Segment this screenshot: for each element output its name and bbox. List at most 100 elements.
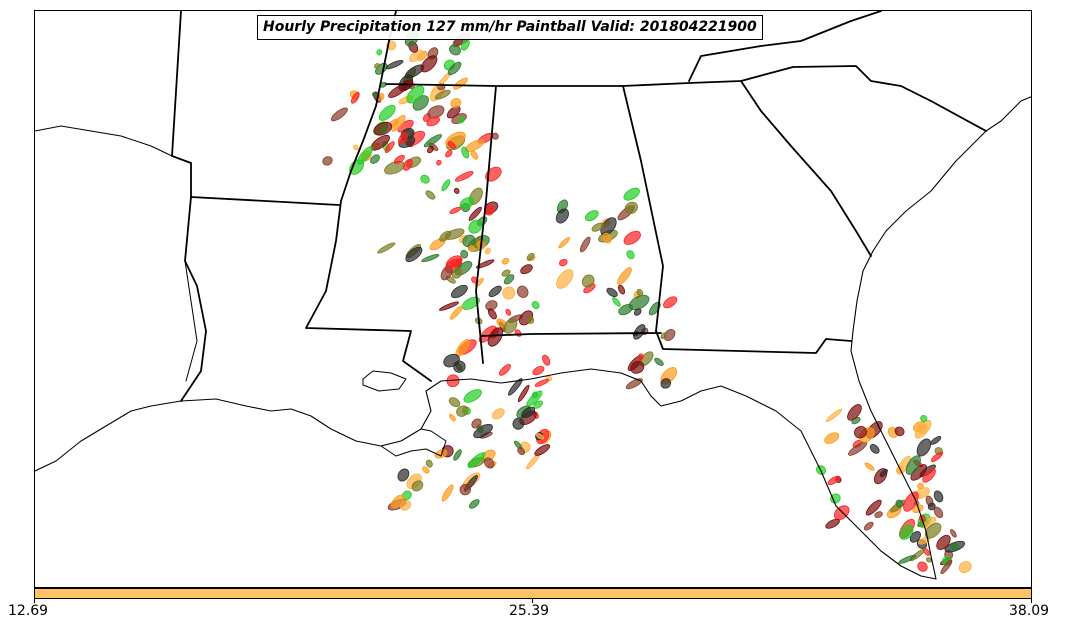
precip-blob-296 bbox=[825, 518, 840, 529]
precip-blob-87 bbox=[425, 190, 436, 200]
precip-blob-171 bbox=[448, 397, 461, 408]
precip-blob-232 bbox=[628, 294, 650, 311]
precip-blob-52 bbox=[449, 44, 461, 56]
precip-blob-267 bbox=[927, 502, 936, 511]
precip-blob-242 bbox=[633, 324, 646, 340]
precip-blob-62 bbox=[461, 146, 470, 159]
precip-blob-319 bbox=[322, 156, 333, 166]
precip-blob-198 bbox=[459, 483, 472, 496]
precip-blob-326 bbox=[378, 104, 396, 121]
precip-blob-120 bbox=[488, 285, 502, 298]
precip-blob-269 bbox=[894, 426, 905, 437]
precip-blob-253 bbox=[847, 404, 862, 421]
precip-blob-235 bbox=[654, 357, 664, 367]
precip-blob-289 bbox=[905, 455, 921, 475]
state-boundary-nc-va bbox=[688, 11, 882, 82]
precip-blob-209 bbox=[623, 230, 641, 245]
precip-blob-158 bbox=[498, 364, 511, 376]
precip-blob-121 bbox=[516, 285, 529, 298]
precip-blob-18 bbox=[434, 89, 451, 100]
precip-blob-297 bbox=[920, 415, 928, 423]
precip-blob-17 bbox=[374, 63, 380, 69]
precip-blob-132 bbox=[503, 274, 515, 285]
state-boundary-nc-south bbox=[622, 65, 987, 132]
precip-blob-249 bbox=[874, 511, 883, 518]
precip-blob-224 bbox=[591, 222, 604, 232]
precip-blob-125 bbox=[439, 301, 459, 311]
precip-blob-179 bbox=[517, 447, 526, 456]
precip-blob-277 bbox=[933, 490, 944, 503]
precip-blob-227 bbox=[625, 378, 643, 390]
precip-blob-208 bbox=[584, 210, 599, 222]
precip-blob-241 bbox=[633, 308, 642, 316]
precip-blob-117 bbox=[484, 247, 491, 255]
precip-blob-294 bbox=[854, 426, 867, 439]
precip-blob-45 bbox=[427, 105, 445, 119]
precip-blob-138 bbox=[526, 316, 535, 324]
precip-blob-108 bbox=[449, 305, 463, 320]
precip-blob-219 bbox=[602, 232, 612, 244]
precip-blob-142 bbox=[448, 413, 456, 422]
precip-blob-273 bbox=[869, 444, 880, 454]
precip-blob-96 bbox=[449, 206, 462, 214]
precipitation-paintball-layer bbox=[322, 30, 972, 575]
precip-blob-318 bbox=[353, 144, 359, 151]
precip-blob-99 bbox=[468, 245, 476, 253]
precip-blob-77 bbox=[455, 171, 474, 182]
precip-blob-320 bbox=[370, 154, 380, 164]
coastline-lake-pontchartrain bbox=[362, 370, 407, 392]
precip-blob-119 bbox=[503, 318, 518, 334]
precip-blob-72 bbox=[421, 254, 440, 263]
precip-blob-36 bbox=[427, 145, 434, 154]
precip-blob-54 bbox=[457, 116, 465, 124]
precip-blob-288 bbox=[916, 438, 932, 457]
precip-blob-161 bbox=[532, 365, 545, 376]
colorbar bbox=[34, 588, 1032, 599]
precip-blob-226 bbox=[663, 296, 678, 309]
coastline-gulf-texas bbox=[35, 368, 937, 580]
precip-blob-281 bbox=[930, 436, 942, 445]
state-boundary-ga-sc bbox=[740, 80, 872, 257]
precip-blob-175 bbox=[535, 433, 545, 440]
precip-blob-98 bbox=[402, 159, 413, 171]
precip-blob-313 bbox=[940, 559, 953, 575]
precip-blob-26 bbox=[450, 98, 462, 109]
precip-blob-181 bbox=[453, 449, 462, 461]
precip-blob-46 bbox=[406, 85, 425, 104]
precip-blob-283 bbox=[827, 475, 841, 486]
precip-blob-35 bbox=[376, 49, 383, 56]
precip-blob-257 bbox=[848, 441, 868, 456]
precip-blob-291 bbox=[895, 499, 904, 508]
precip-blob-220 bbox=[558, 259, 568, 267]
precip-blob-218 bbox=[556, 269, 574, 289]
precip-blob-11 bbox=[446, 105, 461, 119]
precip-blob-233 bbox=[663, 328, 676, 342]
precip-blob-162 bbox=[542, 354, 551, 366]
precip-blob-238 bbox=[637, 353, 644, 360]
precip-blob-90 bbox=[444, 228, 465, 240]
precip-blob-75 bbox=[405, 246, 423, 263]
colorbar-tick-min bbox=[34, 599, 35, 603]
precip-blob-222 bbox=[581, 274, 595, 288]
precip-blob-223 bbox=[555, 208, 569, 224]
precip-blob-57 bbox=[447, 141, 456, 149]
precip-blob-190 bbox=[411, 480, 424, 492]
precip-blob-316 bbox=[898, 554, 917, 564]
precip-blob-292 bbox=[930, 451, 943, 463]
precip-blob-73 bbox=[453, 187, 460, 194]
precip-blob-264 bbox=[863, 521, 874, 531]
precip-blob-68 bbox=[470, 150, 479, 160]
precip-blob-324 bbox=[330, 107, 348, 122]
precip-blob-134 bbox=[445, 255, 462, 269]
precip-blob-204 bbox=[626, 250, 635, 260]
precip-blob-231 bbox=[660, 378, 672, 389]
precip-blob-149 bbox=[491, 408, 505, 420]
state-boundary-ga-fl bbox=[655, 330, 852, 354]
precip-blob-136 bbox=[460, 249, 469, 259]
precip-blob-65 bbox=[436, 159, 442, 166]
precip-blob-41 bbox=[460, 39, 470, 51]
precip-blob-156 bbox=[471, 418, 482, 429]
precip-blob-331 bbox=[357, 146, 373, 165]
precip-blob-207 bbox=[606, 287, 618, 298]
precip-blob-172 bbox=[507, 378, 523, 396]
